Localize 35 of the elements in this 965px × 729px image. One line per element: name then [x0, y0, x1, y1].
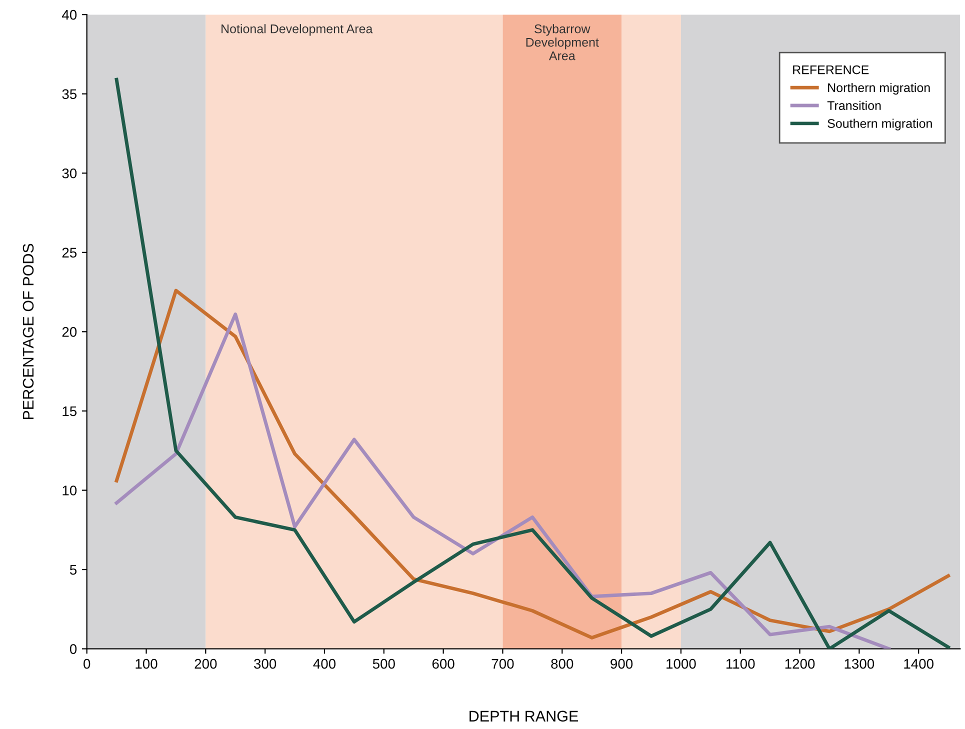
legend-label: Southern migration	[828, 118, 932, 130]
x-tick-label: 1000	[666, 658, 696, 669]
x-tick-label: 1300	[844, 658, 874, 669]
x-tick-label: 900	[610, 658, 633, 669]
x-tick-label: 200	[194, 658, 217, 669]
x-axis-title: DEPTH RANGE	[470, 710, 578, 722]
x-tick-label: 800	[551, 658, 574, 669]
y-tick-label: 0	[70, 644, 77, 654]
y-tick-label: 10	[62, 486, 77, 496]
y-tick-label: 25	[62, 248, 77, 258]
y-tick-label: 35	[62, 89, 77, 100]
x-tick-label: 400	[313, 658, 336, 669]
y-tick-label: 40	[62, 10, 77, 20]
x-tick-label: 700	[492, 658, 514, 669]
band-label: Notional Development Area	[222, 24, 373, 36]
x-tick-label: 1200	[785, 658, 815, 669]
y-tick-label: 30	[62, 168, 77, 178]
y-tick-label: 20	[62, 327, 77, 337]
line-series	[114, 288, 950, 640]
y-tick-label: 15	[62, 406, 77, 416]
line-series	[114, 312, 891, 649]
x-tick-label: 0	[84, 658, 90, 669]
legend-label: Northern migration	[828, 82, 930, 95]
legend-label: Transition	[827, 100, 881, 110]
x-tick-label: 300	[254, 658, 276, 669]
x-tick-label: 1400	[904, 658, 934, 669]
x-tick-label: 1100	[726, 658, 755, 669]
legend-title: REFERENCE	[793, 65, 869, 74]
y-tick-label: 5	[70, 565, 77, 575]
x-tick-label: 600	[432, 658, 454, 669]
band-label: Stybarrow Development Area	[526, 24, 599, 60]
x-tick-label: 500	[372, 658, 395, 669]
x-tick-label: 100	[136, 658, 158, 669]
line-series	[114, 78, 950, 649]
y-axis-title: PERCENTAGE OF PODS	[22, 244, 34, 420]
